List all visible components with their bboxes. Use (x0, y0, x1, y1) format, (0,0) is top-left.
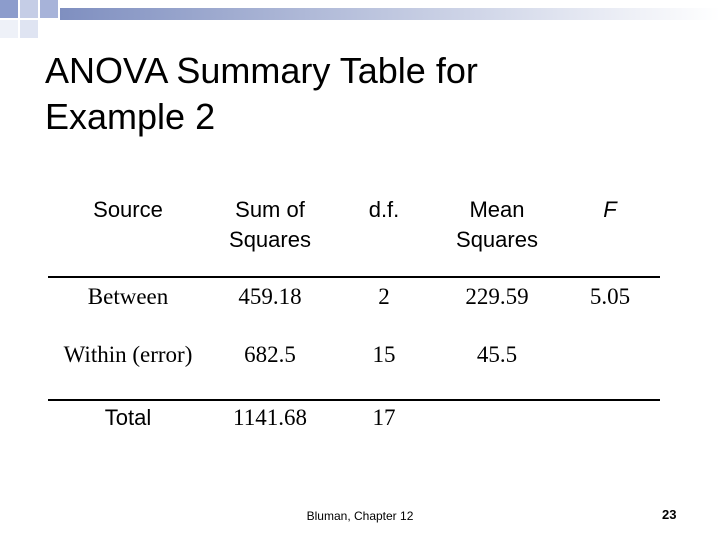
row-label: Between (87, 284, 169, 309)
column-header: Mean Squares (456, 197, 538, 252)
column-header: d.f. (368, 197, 400, 222)
footer-source: Bluman, Chapter 12 (306, 509, 414, 523)
row-label: Total (104, 405, 152, 430)
table-cell: 2 (378, 284, 390, 309)
table-cell: 5.05 (589, 284, 631, 309)
table-cell: 682.5 (244, 342, 296, 367)
decoration (0, 0, 720, 38)
table-rule (48, 276, 660, 278)
table-cell: 17 (372, 405, 396, 430)
row-label: Within (error) (63, 342, 193, 367)
page-number: 23 (662, 507, 677, 522)
table-cell: 1141.68 (233, 405, 307, 430)
table-cell: 45.5 (476, 342, 518, 367)
table-cell: 229.59 (465, 284, 529, 309)
table-cell: 15 (372, 342, 396, 367)
column-header: Sum of Squares (229, 197, 311, 252)
table-rule (48, 399, 660, 401)
column-header: F (603, 197, 617, 222)
slide-title: ANOVA Summary Table for Example 2 (45, 50, 478, 137)
column-header: Source (93, 197, 163, 222)
table-cell: 459.18 (238, 284, 302, 309)
